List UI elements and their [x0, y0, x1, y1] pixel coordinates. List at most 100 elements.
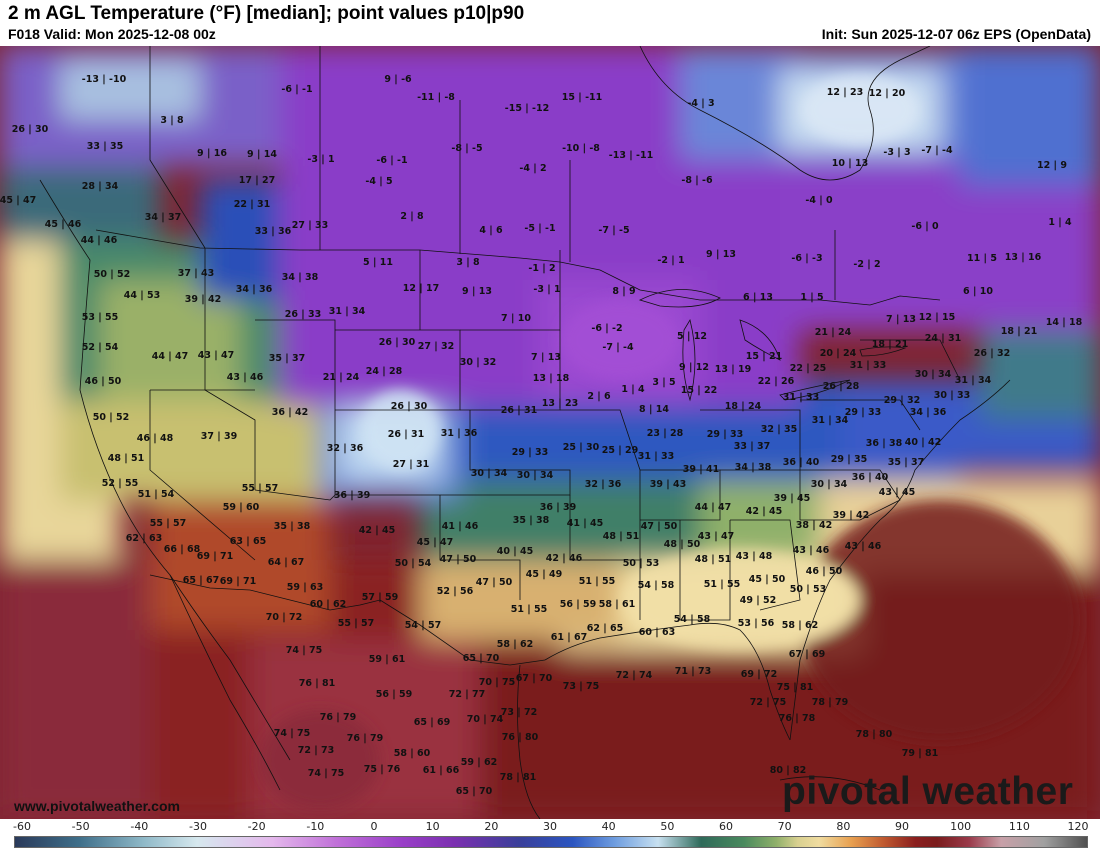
baja-coast [169, 574, 281, 791]
point-value-label: 34 | 37 [145, 212, 182, 223]
state-line [254, 489, 336, 501]
point-value-label: 45 | 47 [417, 537, 454, 548]
point-value-label: 17 | 27 [239, 175, 276, 186]
point-value-label: 39 | 45 [774, 493, 811, 504]
colorbar-tick-label: 90 [895, 820, 909, 833]
point-value-label: 9 | 13 [706, 249, 736, 260]
state-line [204, 248, 256, 490]
point-value-label: 36 | 42 [272, 407, 309, 418]
point-value-label: 4 | 6 [479, 225, 503, 236]
point-value-labels: -13 | -10 -6 | -1 9 | -6 -11 | -8 -15 | -12 1… [0, 74, 1083, 797]
point-value-label: 8 | 9 [612, 286, 635, 297]
point-value-label: 18 | 24 [725, 401, 762, 412]
point-value-label: -4 | 2 [519, 163, 546, 174]
point-value-label: 30 | 34 [517, 470, 554, 481]
point-value-label: 1 | 4 [1048, 217, 1072, 228]
point-value-label: 44 | 46 [81, 235, 118, 246]
point-value-label: 27 | 33 [292, 220, 329, 231]
point-value-label: -5 | -1 [524, 223, 555, 234]
point-value-label: 22 | 31 [234, 199, 271, 210]
colorbar-tick-label: 120 [1067, 820, 1089, 833]
province-line [149, 46, 206, 249]
point-value-label: 69 | 71 [220, 576, 257, 587]
state-line [730, 519, 801, 611]
point-value-label: 36 | 39 [540, 502, 577, 513]
point-value-label: 54 | 58 [674, 614, 711, 625]
point-value-label: -4 | 0 [805, 195, 833, 206]
point-value-label: 72 | 77 [449, 689, 486, 700]
point-value-label: 27 | 32 [418, 341, 455, 352]
state-line [679, 520, 731, 621]
point-value-label: 71 | 73 [675, 666, 712, 677]
lake-michigan [682, 318, 696, 402]
point-value-label: 58 | 62 [497, 639, 534, 650]
point-value-label: 50 | 53 [790, 584, 827, 595]
pivotal-weather-logo: pivotal weather [782, 770, 1074, 813]
point-value-label: -6 | -1 [376, 155, 407, 166]
lake-superior [638, 289, 721, 308]
point-value-label: 67 | 69 [789, 649, 826, 660]
point-value-label: 57 | 59 [362, 592, 399, 603]
temperature-map[interactable]: -13 | -10 -6 | -1 9 | -6 -11 | -8 -15 | -12 1… [0, 46, 1100, 819]
point-value-label: 70 | 72 [266, 612, 303, 623]
point-value-label: 6 | 13 [743, 292, 773, 303]
state-line [800, 399, 921, 431]
point-value-label: 79 | 81 [902, 748, 939, 759]
colorbar-tick-label: -30 [189, 820, 207, 833]
gulf-coast [544, 622, 791, 741]
point-value-label: 3 | 5 [652, 377, 675, 388]
point-value-label: 67 | 70 [516, 673, 553, 684]
colorbar-tick-label: 110 [1008, 820, 1030, 833]
point-value-label: 12 | 23 [827, 87, 864, 98]
point-value-label: -6 | -2 [591, 323, 622, 334]
point-value-label: 26 | 33 [285, 309, 322, 320]
point-value-label: 55 | 57 [150, 518, 187, 529]
point-value-label: 37 | 39 [201, 431, 238, 442]
point-value-label: 59 | 60 [223, 502, 260, 513]
point-value-label: 44 | 47 [152, 351, 189, 362]
point-value-label: -6 | -1 [281, 84, 312, 95]
point-value-label: 53 | 55 [82, 312, 119, 323]
point-value-label: 29 | 33 [512, 447, 549, 458]
point-value-label: 36 | 40 [852, 472, 889, 483]
point-value-label: -3 | 1 [533, 284, 560, 295]
website-url[interactable]: www.pivotalweather.com [14, 798, 180, 814]
point-value-label: 31 | 34 [955, 375, 992, 386]
init-time: Init: Sun 2025-12-07 06z EPS (OpenData) [821, 26, 1091, 42]
point-value-label: -6 | 0 [911, 221, 939, 232]
point-value-label: 35 | 37 [269, 353, 306, 364]
point-value-label: 55 | 57 [242, 483, 279, 494]
point-value-label: 65 | 70 [456, 786, 493, 797]
point-value-label: 40 | 45 [497, 546, 534, 557]
point-value-label: 44 | 47 [695, 502, 732, 513]
point-value-label: 73 | 75 [563, 681, 600, 692]
point-value-label: 58 | 60 [394, 748, 431, 759]
point-value-label: 12 | 15 [919, 312, 956, 323]
point-value-label: 24 | 31 [925, 333, 962, 344]
point-value-label: 9 | 13 [462, 286, 492, 297]
state-line [255, 319, 336, 410]
point-value-label: 56 | 59 [376, 689, 413, 700]
point-value-label: -11 | -8 [417, 92, 455, 103]
point-value-label: 21 | 24 [323, 372, 360, 383]
valid-time: F018 Valid: Mon 2025-12-08 00z [8, 26, 216, 42]
temperature-accents [260, 75, 1080, 810]
point-value-label: 29 | 32 [884, 395, 921, 406]
point-value-label: 30 | 34 [811, 479, 848, 490]
point-value-label: 75 | 81 [777, 682, 814, 693]
point-value-label: 45 | 49 [526, 569, 563, 580]
point-value-label: 14 | 18 [1046, 317, 1083, 328]
point-value-label: 39 | 43 [650, 479, 687, 490]
point-value-label: 45 | 50 [749, 574, 786, 585]
point-value-label: 52 | 54 [82, 342, 119, 353]
point-value-label: 26 | 30 [12, 124, 49, 135]
point-value-label: 12 | 17 [403, 283, 440, 294]
point-value-label: 15 | 22 [681, 385, 718, 396]
point-value-label: 45 | 47 [0, 195, 36, 206]
point-value-label: 32 | 36 [327, 443, 364, 454]
point-value-label: 64 | 67 [268, 557, 305, 568]
colorbar-tick-label: 20 [484, 820, 499, 833]
point-value-label: 43 | 46 [793, 545, 830, 556]
point-value-label: 24 | 28 [366, 366, 403, 377]
point-value-label: 43 | 45 [879, 487, 916, 498]
